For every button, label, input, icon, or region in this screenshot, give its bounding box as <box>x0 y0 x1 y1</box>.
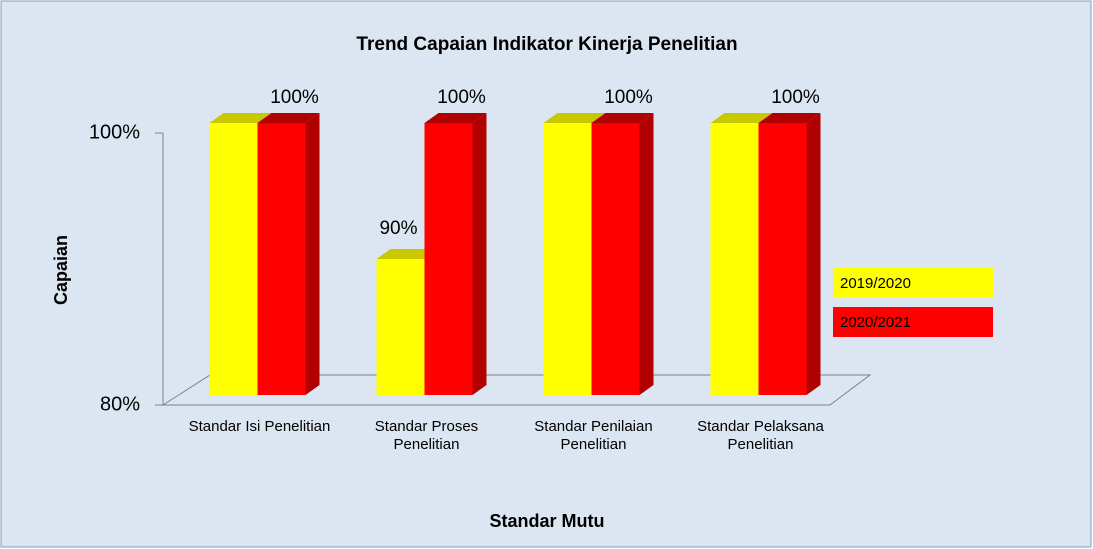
data-label: 100% <box>771 87 820 108</box>
data-label: 100% <box>270 87 319 108</box>
bar-side <box>806 113 821 395</box>
bar-side <box>472 113 487 395</box>
x-tick-label: Standar Proses Penelitian <box>374 418 479 453</box>
bar-side <box>639 113 654 395</box>
legend-swatch <box>833 307 993 337</box>
x-tick-label: Standar Pelaksana Penelitian <box>697 418 824 453</box>
bar <box>424 123 473 395</box>
legend-label: 2019/2020 <box>840 275 911 292</box>
bar-top <box>758 113 821 123</box>
bar <box>710 123 759 395</box>
data-label: 90% <box>379 218 417 239</box>
bar <box>376 259 425 395</box>
bar-top <box>376 249 439 259</box>
bar <box>543 123 592 395</box>
legend-swatch <box>833 268 993 298</box>
bar-top <box>257 113 320 123</box>
bar <box>591 123 640 395</box>
y-tick-label: 80% <box>100 393 140 415</box>
bar-top <box>591 113 654 123</box>
x-tick-label: Standar Penilaian Penelitian <box>534 418 653 453</box>
bar <box>257 123 306 395</box>
bar <box>209 123 258 395</box>
data-label: 100% <box>437 87 486 108</box>
chart-title: Trend Capaian Indikator Kinerja Peneliti… <box>356 34 737 55</box>
bar <box>758 123 807 395</box>
bar-top <box>543 113 606 123</box>
x-tick-label: Standar Isi Penelitian <box>188 418 331 435</box>
floor <box>162 374 872 406</box>
y-tick-label: 100% <box>89 121 140 143</box>
legend-label: 2020/2021 <box>840 314 911 331</box>
data-label: 100% <box>604 87 653 108</box>
bar-side <box>305 113 320 395</box>
bar-top <box>424 113 487 123</box>
bar-top <box>710 113 773 123</box>
bar-top <box>209 113 272 123</box>
y-axis-label: Capaian <box>51 235 71 305</box>
x-axis-label: Standar Mutu <box>490 511 605 531</box>
